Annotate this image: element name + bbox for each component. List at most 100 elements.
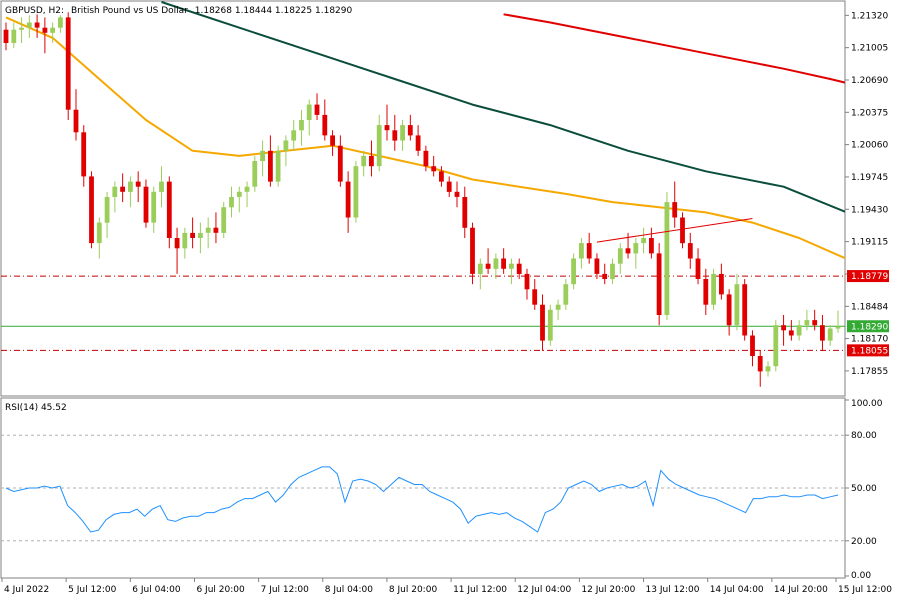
candle bbox=[96, 217, 102, 259]
candle-body bbox=[765, 366, 771, 372]
candle-body bbox=[477, 263, 483, 274]
time-tick-label: 8 Jul 04:00 bbox=[325, 585, 374, 595]
candle-body bbox=[34, 22, 40, 28]
candle bbox=[820, 314, 825, 351]
candle bbox=[229, 186, 234, 218]
candle bbox=[781, 314, 786, 346]
candle-body bbox=[431, 166, 437, 172]
candle bbox=[135, 171, 141, 203]
candle-body bbox=[711, 273, 716, 305]
candle bbox=[446, 176, 452, 197]
price-chart-frame[interactable] bbox=[0, 0, 846, 397]
candle-body bbox=[337, 145, 343, 182]
time-tick-label: 11 Jul 12:00 bbox=[453, 585, 507, 595]
chart-header: GBPUSD, H2: British Pound vs US Dollar 1… bbox=[5, 6, 352, 16]
time-tick-label: 8 Jul 20:00 bbox=[389, 585, 438, 595]
candle bbox=[104, 191, 110, 239]
candle bbox=[812, 309, 818, 331]
current-price-tag-label: 1.18290 bbox=[851, 322, 888, 332]
candle-body bbox=[812, 320, 818, 326]
candle bbox=[594, 253, 600, 280]
candle bbox=[213, 212, 219, 244]
candle-body bbox=[50, 27, 55, 33]
candle bbox=[765, 361, 771, 377]
candle-body bbox=[322, 114, 328, 136]
candle-body bbox=[804, 320, 810, 326]
candle bbox=[120, 173, 125, 203]
candle bbox=[384, 104, 390, 141]
candle bbox=[423, 145, 429, 172]
candle-body bbox=[610, 263, 615, 280]
rsi-tick-label: 0.00 bbox=[851, 571, 871, 581]
trendline[interactable] bbox=[596, 218, 753, 243]
candle bbox=[244, 181, 250, 208]
candle-body bbox=[485, 263, 491, 269]
candle-body bbox=[796, 325, 802, 336]
candle bbox=[407, 114, 413, 141]
candle-body bbox=[742, 284, 748, 336]
candle bbox=[470, 222, 475, 285]
candle-body bbox=[719, 273, 724, 295]
candle-body bbox=[112, 186, 118, 197]
candle-body bbox=[649, 238, 654, 254]
candle-body bbox=[190, 232, 195, 238]
time-tick-label: 7 Jul 12:00 bbox=[261, 585, 310, 595]
candle bbox=[750, 330, 755, 367]
candle bbox=[431, 155, 437, 177]
resistance-price-tag: 1.18779 bbox=[847, 270, 889, 283]
candle-body bbox=[353, 166, 359, 218]
price-tick-label: 1.20690 bbox=[851, 76, 888, 86]
candle bbox=[337, 135, 343, 187]
candle bbox=[112, 181, 118, 213]
candle-body bbox=[750, 335, 755, 356]
candle bbox=[711, 268, 716, 310]
candle bbox=[477, 258, 483, 290]
price-tick-label: 1.20060 bbox=[851, 141, 888, 151]
candle-body bbox=[11, 29, 17, 43]
candle-body bbox=[524, 273, 530, 290]
candle bbox=[81, 125, 87, 187]
candle bbox=[291, 120, 297, 151]
resistance-price-tag-label: 1.18779 bbox=[851, 272, 888, 282]
candle-body bbox=[361, 155, 367, 167]
candle bbox=[532, 279, 538, 310]
price-tick-label: 1.18170 bbox=[851, 335, 888, 345]
candle bbox=[159, 166, 164, 208]
candle-body bbox=[594, 258, 600, 274]
candle bbox=[687, 232, 693, 269]
candle bbox=[633, 238, 639, 269]
candle bbox=[143, 179, 149, 228]
candle-body bbox=[571, 258, 576, 285]
candle-body bbox=[143, 186, 149, 223]
candle bbox=[454, 181, 460, 208]
time-tick-label: 12 Jul 04:00 bbox=[517, 585, 571, 595]
candle bbox=[516, 258, 522, 280]
candle bbox=[376, 114, 382, 172]
candle-body bbox=[835, 326, 841, 329]
candle bbox=[26, 15, 32, 38]
candle-body bbox=[788, 330, 794, 336]
candle-body bbox=[827, 328, 833, 341]
candle bbox=[166, 176, 172, 249]
candle-body bbox=[695, 258, 701, 279]
candle-body bbox=[174, 238, 180, 249]
candle-body bbox=[299, 120, 304, 131]
candle-body bbox=[135, 181, 141, 187]
candle-body bbox=[687, 243, 693, 259]
candle bbox=[501, 248, 506, 274]
candle bbox=[734, 273, 740, 331]
candle bbox=[703, 268, 709, 315]
candle bbox=[400, 120, 405, 151]
candle bbox=[773, 320, 779, 372]
candle-body bbox=[516, 263, 522, 274]
ma-fast-line bbox=[5, 16, 845, 260]
candle bbox=[260, 140, 265, 177]
candle-body bbox=[462, 197, 468, 228]
candle bbox=[369, 140, 374, 177]
candle-body bbox=[415, 135, 421, 151]
candle bbox=[205, 217, 211, 249]
trendline-group[interactable] bbox=[596, 218, 753, 243]
candle-body bbox=[392, 130, 398, 141]
price-tick-label: 1.18484 bbox=[851, 302, 888, 312]
candle-body bbox=[213, 227, 219, 233]
